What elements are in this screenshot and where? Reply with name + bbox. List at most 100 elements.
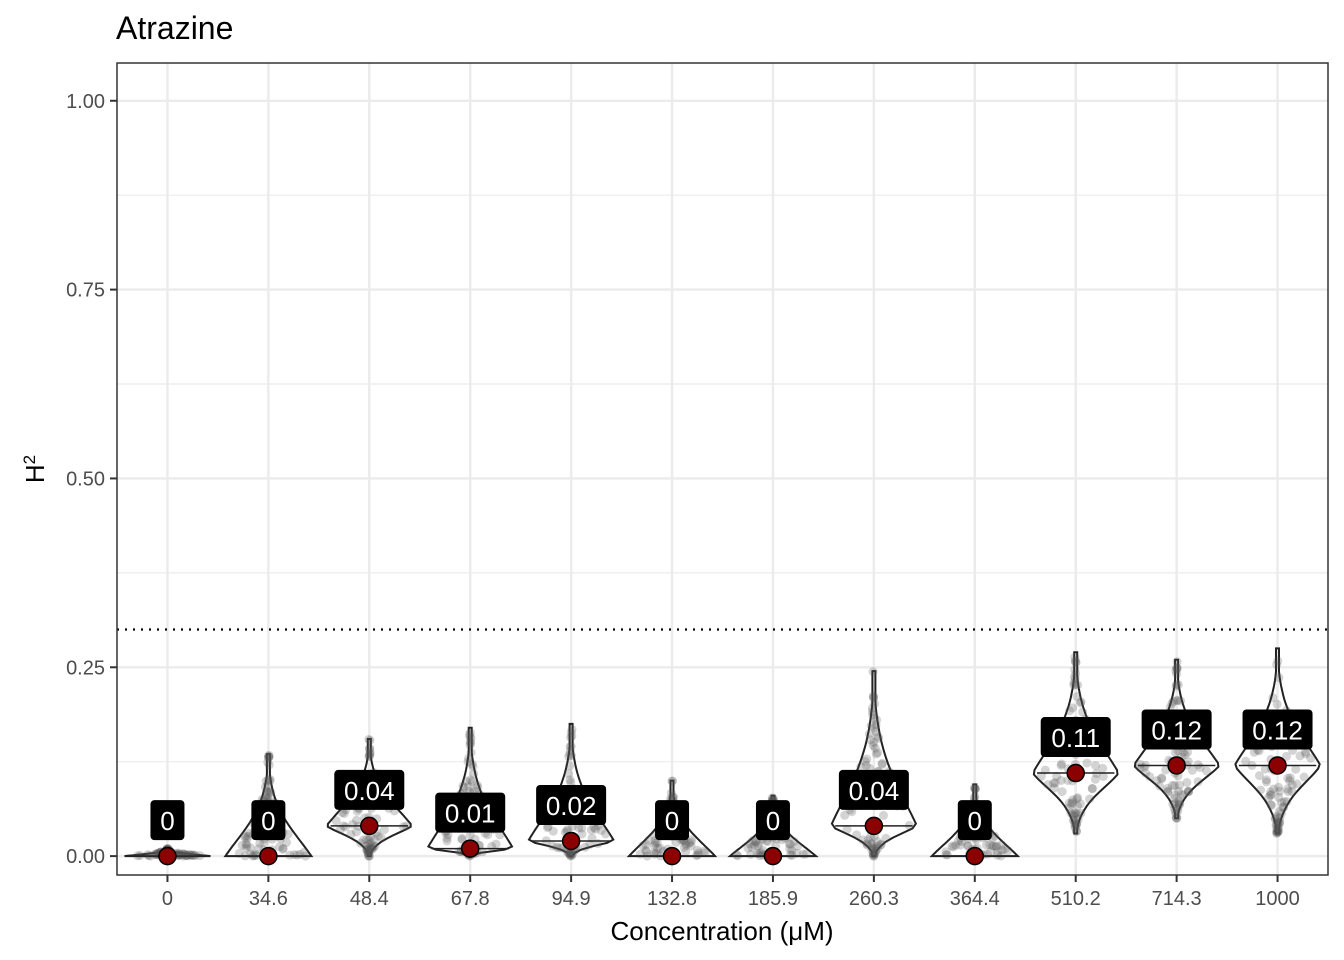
data-point xyxy=(655,843,665,853)
data-point xyxy=(367,844,377,854)
median-label-714.3: 0.12 xyxy=(1151,715,1202,745)
data-point xyxy=(1178,790,1188,800)
data-point xyxy=(580,842,590,852)
data-point xyxy=(842,825,852,834)
data-point xyxy=(1266,801,1276,810)
data-point xyxy=(564,848,574,858)
data-point xyxy=(341,822,350,832)
data-point xyxy=(1075,799,1085,809)
median-label-box-34.6 xyxy=(251,800,286,841)
y-tick-label: 0.50 xyxy=(66,468,105,490)
data-point xyxy=(881,833,891,843)
data-point xyxy=(1272,819,1282,829)
data-point xyxy=(263,789,273,799)
median-point-0 xyxy=(158,846,177,866)
data-point xyxy=(1069,680,1079,690)
data-point xyxy=(863,835,873,845)
data-point xyxy=(1000,844,1010,854)
data-point xyxy=(1145,772,1155,782)
data-point xyxy=(464,730,474,740)
data-point xyxy=(1272,828,1282,838)
data-point xyxy=(1172,813,1181,823)
data-point xyxy=(189,850,199,860)
data-point xyxy=(1170,807,1180,817)
data-point xyxy=(874,733,884,743)
data-point xyxy=(687,835,696,845)
data-point xyxy=(1070,679,1080,689)
data-point xyxy=(352,827,361,837)
data-point xyxy=(1273,827,1283,837)
data-point xyxy=(1170,804,1179,814)
data-point xyxy=(1172,813,1182,823)
data-point xyxy=(261,776,271,786)
data-point xyxy=(263,786,273,796)
data-point xyxy=(1261,777,1271,787)
data-point xyxy=(1168,696,1178,706)
median-label-34.6: 0 xyxy=(261,806,275,836)
data-point xyxy=(299,847,309,857)
data-point xyxy=(1071,658,1081,668)
data-point xyxy=(464,781,474,791)
data-point xyxy=(1065,706,1075,716)
data-point xyxy=(547,841,557,851)
data-point xyxy=(292,850,302,860)
data-point xyxy=(951,840,961,850)
data-point xyxy=(464,753,474,763)
median-label-box-94.9 xyxy=(536,785,607,826)
data-point xyxy=(1155,781,1165,791)
data-point xyxy=(1172,696,1182,706)
data-point xyxy=(871,726,881,736)
data-point xyxy=(1157,774,1167,784)
data-point xyxy=(743,843,753,853)
data-point xyxy=(877,759,887,769)
data-point xyxy=(442,833,452,843)
data-point xyxy=(1291,764,1301,774)
data-point xyxy=(331,816,341,826)
data-point xyxy=(1071,809,1081,819)
data-point xyxy=(278,843,288,853)
data-point xyxy=(185,850,195,860)
data-point xyxy=(1163,787,1173,797)
data-point xyxy=(1171,813,1181,823)
median-point-94.9 xyxy=(561,831,581,851)
data-point xyxy=(565,851,575,860)
data-point xyxy=(379,825,389,835)
data-point xyxy=(473,782,483,792)
data-point xyxy=(873,841,883,851)
data-point xyxy=(941,850,951,860)
data-point xyxy=(566,733,576,743)
data-point xyxy=(285,850,295,860)
data-point xyxy=(361,841,371,851)
data-point xyxy=(1172,664,1182,674)
data-point xyxy=(941,847,951,857)
panel-border xyxy=(116,62,1329,876)
data-point xyxy=(564,752,574,761)
x-tick-label-714.3: 714.3 xyxy=(1152,888,1202,910)
data-point xyxy=(596,825,606,835)
data-point xyxy=(756,847,766,857)
data-point xyxy=(860,756,870,766)
data-point xyxy=(241,839,251,849)
data-point xyxy=(1091,761,1100,770)
data-point xyxy=(862,840,872,850)
data-point xyxy=(275,842,284,852)
data-point xyxy=(1285,776,1295,786)
data-point xyxy=(1299,772,1309,782)
data-point xyxy=(566,848,576,858)
data-point xyxy=(942,850,952,860)
data-point xyxy=(1152,776,1162,786)
data-point xyxy=(465,775,475,785)
data-point xyxy=(1071,657,1080,667)
data-point xyxy=(1272,699,1282,709)
data-point xyxy=(1076,697,1086,707)
data-point xyxy=(1273,817,1282,827)
data-point xyxy=(458,781,468,791)
violin-714.3 xyxy=(1133,658,1220,820)
data-point xyxy=(1287,780,1297,790)
data-point xyxy=(185,850,195,860)
data-point xyxy=(856,762,866,772)
data-point xyxy=(1070,819,1080,829)
data-point xyxy=(442,836,452,846)
median-label-box-714.3 xyxy=(1141,709,1212,750)
data-point xyxy=(364,744,374,754)
